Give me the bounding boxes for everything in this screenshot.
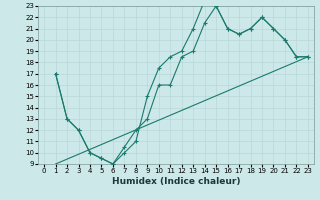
X-axis label: Humidex (Indice chaleur): Humidex (Indice chaleur) (112, 177, 240, 186)
